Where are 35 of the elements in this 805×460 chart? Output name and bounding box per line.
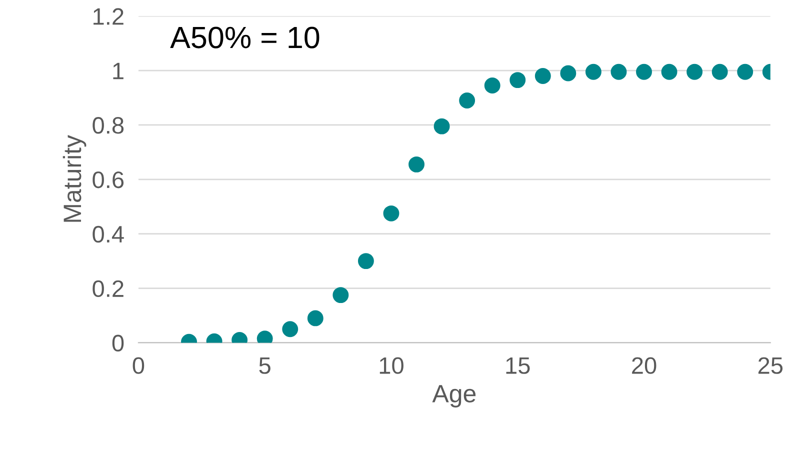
point	[712, 64, 728, 80]
annotation: A50% = 10	[170, 26, 320, 48]
x-tick-label: 5	[259, 357, 270, 374]
point	[737, 64, 754, 80]
y-tick-label: 1.2	[94, 8, 124, 25]
point	[686, 64, 703, 80]
point	[585, 64, 602, 80]
x-tick-label: 25	[758, 357, 783, 374]
point	[307, 310, 324, 326]
point	[358, 253, 374, 270]
y-tick-label: 0.4	[92, 226, 124, 243]
x-tick-label: 20	[632, 357, 656, 374]
x-tick-label: 10	[380, 357, 404, 374]
x-tick-label: 0	[132, 357, 144, 374]
point	[282, 321, 298, 338]
y-tick-label: 0	[112, 334, 124, 352]
point	[534, 68, 551, 84]
x-axis-title: Age	[432, 385, 476, 408]
point	[661, 64, 678, 80]
y-tick-label: 0.6	[92, 171, 124, 188]
y-tick-label: 0.2	[92, 280, 124, 298]
point	[484, 78, 500, 94]
point	[510, 72, 526, 88]
y-tick-label: 0.8	[92, 117, 124, 134]
point	[383, 205, 400, 222]
point	[408, 156, 424, 172]
y-axis-title: Maturity	[62, 134, 86, 222]
x-tick-label: 15	[506, 357, 530, 374]
point	[560, 65, 576, 82]
point	[610, 64, 627, 80]
point	[636, 64, 652, 80]
point	[332, 287, 349, 304]
point	[459, 92, 476, 108]
y-tick-label: 1	[113, 62, 124, 80]
point	[434, 118, 450, 134]
